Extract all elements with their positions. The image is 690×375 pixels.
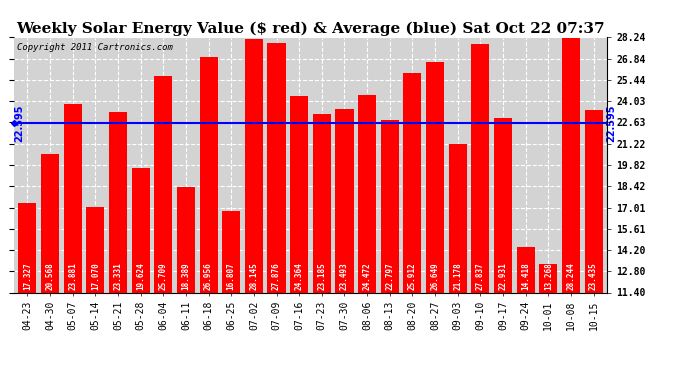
- Bar: [494, 118, 512, 292]
- Bar: [426, 62, 444, 292]
- Text: 23.881: 23.881: [68, 262, 77, 290]
- Bar: [358, 94, 376, 292]
- Bar: [245, 39, 263, 292]
- Bar: [335, 110, 353, 292]
- Bar: [268, 43, 286, 292]
- Bar: [177, 187, 195, 292]
- Text: 27.837: 27.837: [476, 262, 485, 290]
- Text: 20.568: 20.568: [46, 262, 55, 290]
- Text: Copyright 2011 Cartronics.com: Copyright 2011 Cartronics.com: [17, 43, 172, 52]
- Bar: [562, 38, 580, 292]
- Text: 19.624: 19.624: [136, 262, 145, 290]
- Text: 23.331: 23.331: [113, 262, 123, 290]
- Bar: [155, 76, 172, 292]
- Bar: [517, 247, 535, 292]
- Text: 28.244: 28.244: [566, 262, 575, 290]
- Bar: [109, 112, 127, 292]
- Text: 14.418: 14.418: [521, 262, 530, 290]
- Text: 26.649: 26.649: [431, 262, 440, 290]
- Text: 17.070: 17.070: [91, 262, 100, 290]
- Bar: [132, 168, 150, 292]
- Text: 16.807: 16.807: [227, 262, 236, 290]
- Bar: [41, 154, 59, 292]
- Text: 24.364: 24.364: [295, 262, 304, 290]
- Text: 21.178: 21.178: [453, 262, 462, 290]
- Bar: [222, 211, 240, 292]
- Text: 22.595: 22.595: [607, 104, 617, 142]
- Text: 23.185: 23.185: [317, 262, 326, 290]
- Text: 13.268: 13.268: [544, 262, 553, 290]
- Bar: [313, 114, 331, 292]
- Text: 27.876: 27.876: [272, 262, 281, 290]
- Text: 17.327: 17.327: [23, 262, 32, 290]
- Text: 28.145: 28.145: [249, 262, 258, 290]
- Bar: [404, 73, 422, 292]
- Text: 24.472: 24.472: [363, 262, 372, 290]
- Text: 18.389: 18.389: [181, 262, 190, 290]
- Bar: [19, 203, 37, 292]
- Bar: [381, 120, 399, 292]
- Text: 25.912: 25.912: [408, 262, 417, 290]
- Bar: [584, 110, 602, 292]
- Bar: [199, 57, 217, 292]
- Text: 22.931: 22.931: [498, 262, 508, 290]
- Bar: [540, 264, 558, 292]
- Bar: [448, 144, 466, 292]
- Text: 22.595: 22.595: [14, 104, 24, 142]
- Text: 22.797: 22.797: [385, 262, 394, 290]
- Bar: [471, 44, 489, 292]
- Text: 23.493: 23.493: [340, 262, 349, 290]
- Bar: [290, 96, 308, 292]
- Text: 25.709: 25.709: [159, 262, 168, 290]
- Title: Weekly Solar Energy Value ($ red) & Average (blue) Sat Oct 22 07:37: Weekly Solar Energy Value ($ red) & Aver…: [16, 22, 605, 36]
- Text: 23.435: 23.435: [589, 262, 598, 290]
- Bar: [86, 207, 104, 292]
- Bar: [63, 104, 81, 292]
- Text: 26.956: 26.956: [204, 262, 213, 290]
